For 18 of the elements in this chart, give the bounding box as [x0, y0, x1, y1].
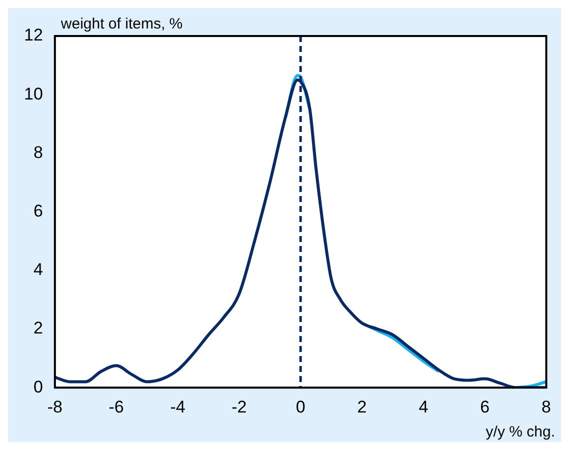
y-tick-label: 0	[33, 377, 43, 396]
x-tick-label: 4	[418, 397, 428, 416]
y-tick-label: 2	[33, 318, 43, 338]
x-tick-label: -8	[47, 397, 62, 416]
x-tick-label: -2	[232, 397, 247, 416]
y-tick-label: 4	[33, 260, 43, 280]
x-tick-label: 6	[480, 397, 490, 416]
y-axis-title: weight of items, %	[60, 16, 183, 33]
x-tick-label: -4	[170, 397, 186, 416]
x-tick-label: -6	[108, 397, 124, 416]
x-tick-label: 2	[357, 397, 367, 416]
x-tick-label: 8	[542, 397, 552, 416]
y-tick-label: 12	[24, 26, 43, 45]
x-tick-label: 0	[296, 397, 306, 416]
y-tick-label: 6	[33, 201, 43, 220]
x-axis-title: y/y % chg.	[486, 424, 555, 441]
y-tick-label: 10	[24, 84, 43, 104]
y-tick-label: 8	[33, 142, 43, 162]
